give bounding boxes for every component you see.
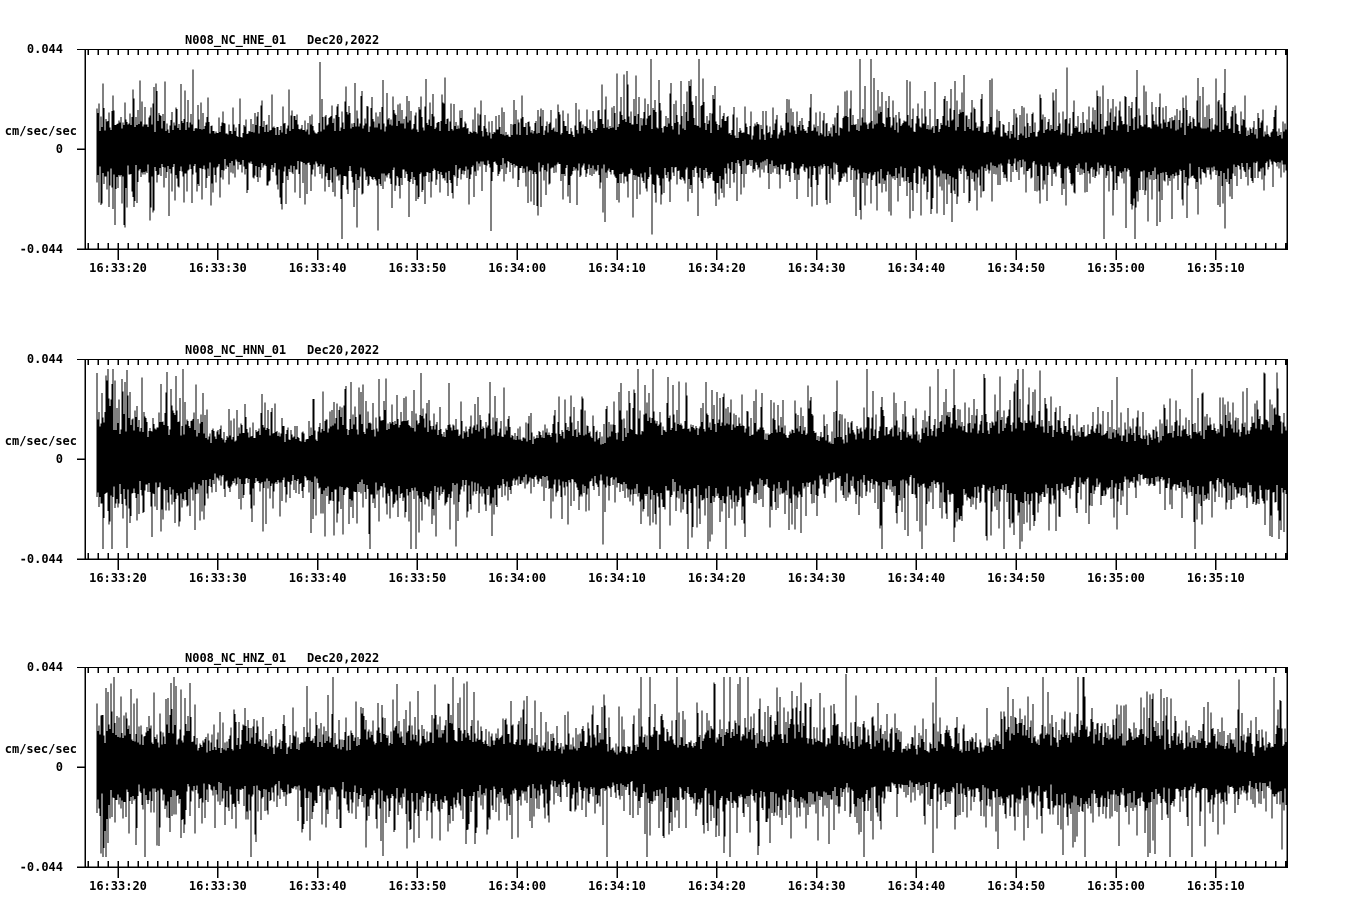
x-axis-tick-label: 16:35:10 bbox=[1186, 879, 1245, 893]
x-axis-tick-label: 16:34:50 bbox=[987, 571, 1046, 585]
y-axis-unit-label: cm/sec/sec bbox=[4, 124, 77, 138]
x-axis-tick-label: 16:34:00 bbox=[488, 261, 547, 275]
y-axis-tick-label-max: 0.044 bbox=[26, 660, 63, 674]
x-axis-tick-label: 16:35:00 bbox=[1087, 261, 1145, 275]
x-axis-tick-label: 16:34:30 bbox=[787, 571, 846, 585]
x-axis-tick-label: 16:33:50 bbox=[388, 571, 447, 585]
y-axis-tick-label-min: -0.044 bbox=[19, 242, 63, 256]
x-axis-tick-label: 16:34:00 bbox=[488, 879, 547, 893]
y-axis-tick-label-max: 0.044 bbox=[26, 42, 63, 56]
x-axis-tick-label: 16:33:20 bbox=[89, 571, 147, 585]
panel-title-date: Dec20,2022 bbox=[307, 343, 380, 357]
panel-title-date: Dec20,2022 bbox=[307, 33, 380, 47]
panel-title-channel: N008_NC_HNZ_01 bbox=[185, 651, 287, 665]
x-axis-tick-label: 16:35:00 bbox=[1087, 571, 1145, 585]
axis-ticks bbox=[77, 49, 1287, 260]
x-axis-tick-label: 16:33:20 bbox=[89, 261, 147, 275]
axis-ticks bbox=[77, 359, 1287, 570]
axis-ticks bbox=[77, 667, 1287, 878]
x-axis-tick-label: 16:34:40 bbox=[887, 261, 946, 275]
x-axis-tick-label: 16:34:30 bbox=[787, 261, 846, 275]
y-axis-tick-label-max: 0.044 bbox=[26, 352, 63, 366]
x-axis-tick-label: 16:35:00 bbox=[1087, 879, 1145, 893]
y-axis-tick-label-min: -0.044 bbox=[19, 552, 63, 566]
y-axis-unit-label: cm/sec/sec bbox=[4, 742, 77, 756]
seismogram-panel-hne: N008_NC_HNE_01 Dec20,2022 0.044 cm/sec/s… bbox=[0, 33, 1358, 311]
y-axis-unit-label: cm/sec/sec bbox=[4, 434, 77, 448]
x-axis-tick-label: 16:33:30 bbox=[188, 571, 247, 585]
panel-title-date: Dec20,2022 bbox=[307, 651, 380, 665]
x-axis-tick-label: 16:34:00 bbox=[488, 571, 547, 585]
x-axis-tick-label: 16:33:40 bbox=[288, 879, 347, 893]
y-axis-tick-label-zero: 0 bbox=[55, 760, 63, 774]
x-axis-labels: 16:33:20 16:33:30 16:33:40 16:33:50 16:34:00… bbox=[0, 49, 1358, 311]
x-axis-tick-label: 16:34:20 bbox=[687, 879, 746, 893]
seismogram-panel-hnn: N008_NC_HNN_01 Dec20,2022 0.044 cm/sec/s… bbox=[0, 343, 1358, 621]
waveform-trace bbox=[96, 673, 1287, 857]
panel-title-channel: N008_NC_HNE_01 bbox=[185, 33, 287, 47]
y-axis-tick-label-min: -0.044 bbox=[19, 860, 63, 874]
waveform-trace bbox=[96, 59, 1287, 239]
x-axis-tick-label: 16:33:30 bbox=[188, 879, 247, 893]
x-axis-tick-label: 16:34:10 bbox=[588, 571, 646, 585]
waveform-trace bbox=[96, 369, 1287, 549]
x-axis-tick-label: 16:34:50 bbox=[987, 261, 1046, 275]
x-axis-labels: 16:33:20 16:33:30 16:33:40 16:33:50 16:34:00… bbox=[0, 359, 1358, 621]
x-axis-tick-label: 16:33:20 bbox=[89, 879, 147, 893]
x-axis-tick-label: 16:34:40 bbox=[887, 571, 946, 585]
x-axis-tick-label: 16:34:30 bbox=[787, 879, 846, 893]
x-axis-tick-label: 16:33:50 bbox=[388, 879, 447, 893]
x-axis-tick-label: 16:33:40 bbox=[288, 261, 347, 275]
y-axis-tick-label-zero: 0 bbox=[55, 142, 63, 156]
waveform-plot bbox=[77, 359, 1288, 570]
panel-title-channel: N008_NC_HNN_01 bbox=[185, 343, 287, 357]
x-axis-tick-label: 16:34:20 bbox=[687, 261, 746, 275]
y-axis-tick-label-zero: 0 bbox=[55, 452, 63, 466]
x-axis-tick-label: 16:33:50 bbox=[388, 261, 447, 275]
waveform-plot bbox=[77, 49, 1288, 260]
x-axis-labels: 16:33:20 16:33:30 16:33:40 16:33:50 16:34:00… bbox=[0, 667, 1358, 924]
x-axis-tick-label: 16:35:10 bbox=[1186, 571, 1245, 585]
x-axis-tick-label: 16:34:10 bbox=[588, 879, 646, 893]
seismogram-panel-hnz: N008_NC_HNZ_01 Dec20,2022 0.044 cm/sec/s… bbox=[0, 651, 1358, 924]
x-axis-tick-label: 16:35:10 bbox=[1186, 261, 1245, 275]
x-axis-tick-label: 16:33:40 bbox=[288, 571, 347, 585]
x-axis-tick-label: 16:34:40 bbox=[887, 879, 946, 893]
x-axis-tick-label: 16:34:10 bbox=[588, 261, 646, 275]
waveform-plot bbox=[77, 667, 1288, 878]
x-axis-tick-label: 16:34:50 bbox=[987, 879, 1046, 893]
x-axis-tick-label: 16:34:20 bbox=[687, 571, 746, 585]
x-axis-tick-label: 16:33:30 bbox=[188, 261, 247, 275]
